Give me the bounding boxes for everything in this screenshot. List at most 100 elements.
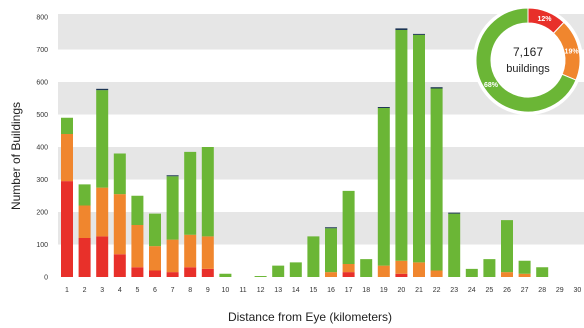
- y-tick-label: 100: [36, 242, 48, 249]
- x-tick-label: 9: [206, 287, 210, 294]
- bar-segment: [518, 273, 531, 277]
- bar-segment: [430, 270, 443, 277]
- x-tick-label: 1: [65, 287, 69, 294]
- bar-segment: [131, 225, 144, 268]
- bar-segment: [430, 87, 443, 89]
- bar-segment: [377, 108, 390, 266]
- donut-slice: [475, 7, 577, 113]
- bar-segment: [184, 151, 197, 235]
- bar-segment: [184, 234, 197, 268]
- donut-slice-label: 68%: [484, 82, 499, 89]
- y-tick-label: 600: [36, 80, 48, 87]
- x-tick-label: 24: [468, 287, 476, 294]
- bar-segment: [395, 28, 408, 30]
- bar-segment: [483, 259, 496, 277]
- x-tick-label: 28: [538, 287, 546, 294]
- bar-segment: [413, 33, 425, 35]
- bar-segment: [254, 276, 267, 277]
- x-tick-label: 23: [450, 287, 458, 294]
- grid-band: [58, 212, 584, 245]
- x-axis-ticks: 1 2 3 4 5 6 7 8 9 10 11 12 13 14 15 16 17 18 19 20 21 22 23 24 2…: [65, 287, 581, 294]
- bar-segment: [377, 265, 390, 277]
- bar-segment: [184, 267, 197, 277]
- x-tick-label: 16: [327, 287, 335, 294]
- x-tick-label: 21: [415, 287, 423, 294]
- bar-segment: [61, 117, 73, 134]
- bar-segment: [201, 236, 214, 269]
- y-tick-label: 400: [36, 145, 48, 152]
- x-tick-label: 13: [274, 287, 282, 294]
- donut-chart: 12% 19% 68% 7,167 buildings: [473, 5, 583, 115]
- bar-segment: [78, 205, 91, 238]
- donut-slice-label: 19%: [565, 48, 580, 55]
- x-tick-label: 20: [398, 287, 406, 294]
- bar-segment: [113, 194, 126, 255]
- bar-segment: [166, 272, 179, 277]
- bar-segment: [113, 254, 126, 277]
- bar-segment: [501, 272, 513, 277]
- donut-center-value: 7,167: [513, 45, 543, 59]
- bar-segment: [201, 268, 214, 277]
- bar-segment: [413, 34, 425, 263]
- bar-segment: [61, 181, 73, 277]
- bar-segment: [342, 190, 355, 264]
- x-tick-label: 2: [83, 287, 87, 294]
- y-tick-label: 500: [36, 112, 48, 119]
- x-tick-label: 4: [118, 287, 122, 294]
- x-tick-label: 5: [135, 287, 139, 294]
- y-tick-label: 300: [36, 177, 48, 184]
- bar-segment: [201, 147, 214, 237]
- bar-segment: [78, 184, 91, 206]
- x-tick-label: 29: [556, 287, 564, 294]
- bar-segment: [113, 153, 126, 195]
- y-tick-label: 200: [36, 210, 48, 217]
- bar-segment: [518, 260, 531, 274]
- bar-segment: [307, 236, 320, 277]
- bar-segment: [325, 227, 337, 229]
- bar-segment: [61, 134, 73, 182]
- x-tick-label: 12: [257, 287, 265, 294]
- bar-segment: [131, 195, 144, 225]
- bar-segment: [96, 236, 109, 277]
- x-tick-label: 19: [380, 287, 388, 294]
- grid-band: [58, 244, 584, 277]
- y-axis-title: Number of Buildings: [9, 102, 23, 210]
- bar-segment: [325, 272, 337, 277]
- x-tick-label: 11: [239, 287, 246, 294]
- bar-segment: [166, 175, 179, 177]
- bar-segment: [501, 220, 513, 273]
- x-tick-label: 7: [171, 287, 175, 294]
- x-tick-label: 27: [521, 287, 529, 294]
- x-tick-label: 25: [486, 287, 494, 294]
- bars: [61, 28, 549, 277]
- bar-segment: [465, 268, 478, 277]
- y-tick-label: 800: [36, 15, 48, 22]
- x-tick-label: 8: [188, 287, 192, 294]
- bar-segment: [430, 88, 443, 271]
- grid-band: [58, 179, 584, 212]
- bar-segment: [96, 88, 109, 91]
- bar-segment: [96, 187, 109, 237]
- bar-segment: [78, 238, 91, 277]
- y-tick-label: 700: [36, 47, 48, 54]
- bar-segment: [166, 239, 179, 273]
- bar-segment: [395, 260, 408, 274]
- x-tick-label: 26: [503, 287, 511, 294]
- bar-segment: [448, 213, 461, 277]
- bar-segment: [96, 90, 109, 188]
- donut-center-label: buildings: [506, 63, 550, 75]
- x-tick-label: 3: [100, 287, 104, 294]
- x-tick-label: 15: [310, 287, 318, 294]
- bar-segment: [342, 264, 355, 273]
- x-tick-label: 22: [433, 287, 441, 294]
- bar-segment: [131, 267, 144, 277]
- bar-segment: [149, 270, 161, 277]
- grid-band: [58, 114, 584, 147]
- bar-segment: [377, 107, 390, 108]
- bar-segment: [325, 228, 337, 273]
- bar-segment: [360, 259, 373, 277]
- y-axis-ticks: 0 100 200 300 400 500 600 700 800: [36, 15, 48, 282]
- x-tick-label: 18: [362, 287, 370, 294]
- grid-band: [58, 147, 584, 180]
